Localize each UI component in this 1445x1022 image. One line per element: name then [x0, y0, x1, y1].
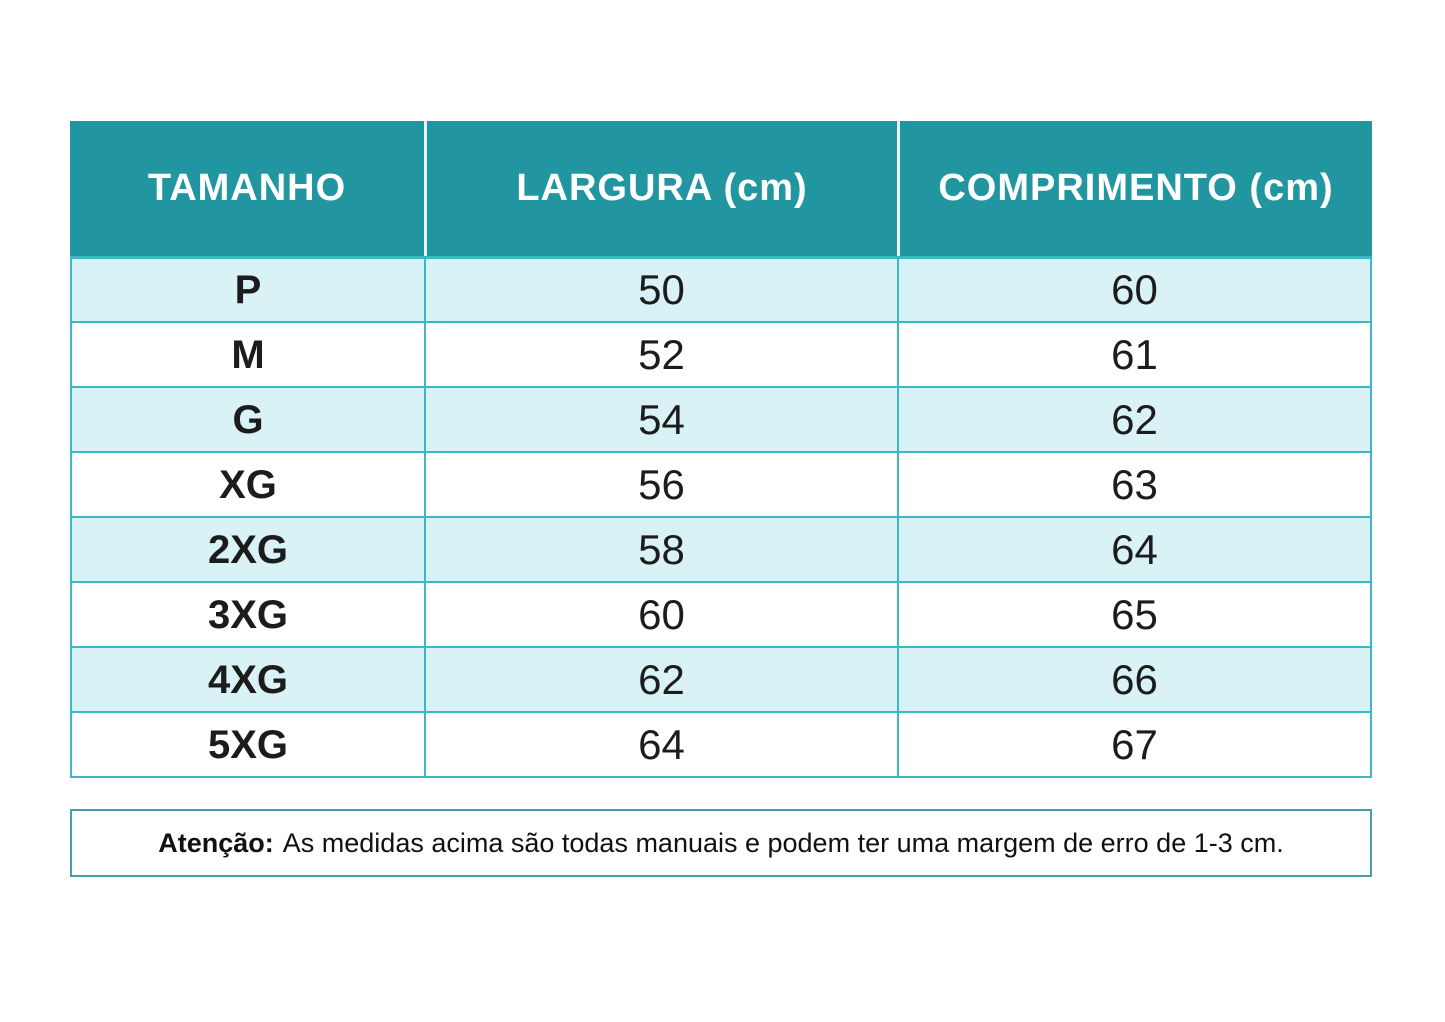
header-cell-largura: LARGURA (cm): [424, 121, 897, 256]
largura-cell: 54: [424, 388, 897, 451]
comprimento-cell: 60: [897, 259, 1370, 321]
largura-cell: 60: [424, 583, 897, 646]
note-text: As medidas acima são todas manuais e pod…: [282, 827, 1284, 858]
size-cell: P: [234, 268, 262, 312]
comprimento-cell: 65: [897, 583, 1370, 646]
size-cell: XG: [219, 462, 277, 507]
table-row-2xg: 2XG 58 64: [72, 516, 1370, 581]
size-cell: G: [232, 397, 264, 442]
table-body: P 50 60 M 52 61 G 54 62 XG 56 63 2XG 58: [70, 256, 1372, 778]
size-cell: 2XG: [207, 527, 289, 572]
table-row-4xg: 4XG 62 66: [72, 646, 1370, 711]
size-cell: 3XG: [207, 592, 289, 637]
size-cell: 4XG: [207, 657, 289, 702]
comprimento-cell: 61: [897, 323, 1370, 386]
header-cell-tamanho: TAMANHO: [147, 167, 347, 209]
largura-cell: 56: [424, 453, 897, 516]
measurement-note: Atenção: As medidas acima são todas manu…: [70, 809, 1372, 877]
table-row-xg: XG 56 63: [72, 451, 1370, 516]
comprimento-cell: 62: [897, 388, 1370, 451]
table-header-row: TAMANHO LARGURA (cm) COMPRIMENTO (cm): [70, 121, 1372, 256]
comprimento-cell: 64: [897, 518, 1370, 581]
table-row-g: G 54 62: [72, 386, 1370, 451]
largura-cell: 64: [424, 713, 897, 776]
table-row-3xg: 3XG 60 65: [72, 581, 1370, 646]
comprimento-cell: 63: [897, 453, 1370, 516]
largura-cell: 58: [424, 518, 897, 581]
size-table: TAMANHO LARGURA (cm) COMPRIMENTO (cm) P …: [70, 121, 1372, 778]
table-row-5xg: 5XG 64 67: [72, 711, 1370, 776]
header-cell-comprimento: COMPRIMENTO (cm): [897, 121, 1372, 256]
table-row-m: M 52 61: [72, 321, 1370, 386]
largura-cell: 52: [424, 323, 897, 386]
comprimento-cell: 66: [897, 648, 1370, 711]
size-cell: 5XG: [207, 722, 289, 767]
note-label: Atenção:: [158, 827, 274, 858]
largura-cell: 62: [424, 648, 897, 711]
largura-cell: 50: [424, 259, 897, 321]
comprimento-cell: 67: [897, 713, 1370, 776]
size-cell: M: [231, 332, 265, 377]
table-row-p: P 50 60: [72, 256, 1370, 321]
